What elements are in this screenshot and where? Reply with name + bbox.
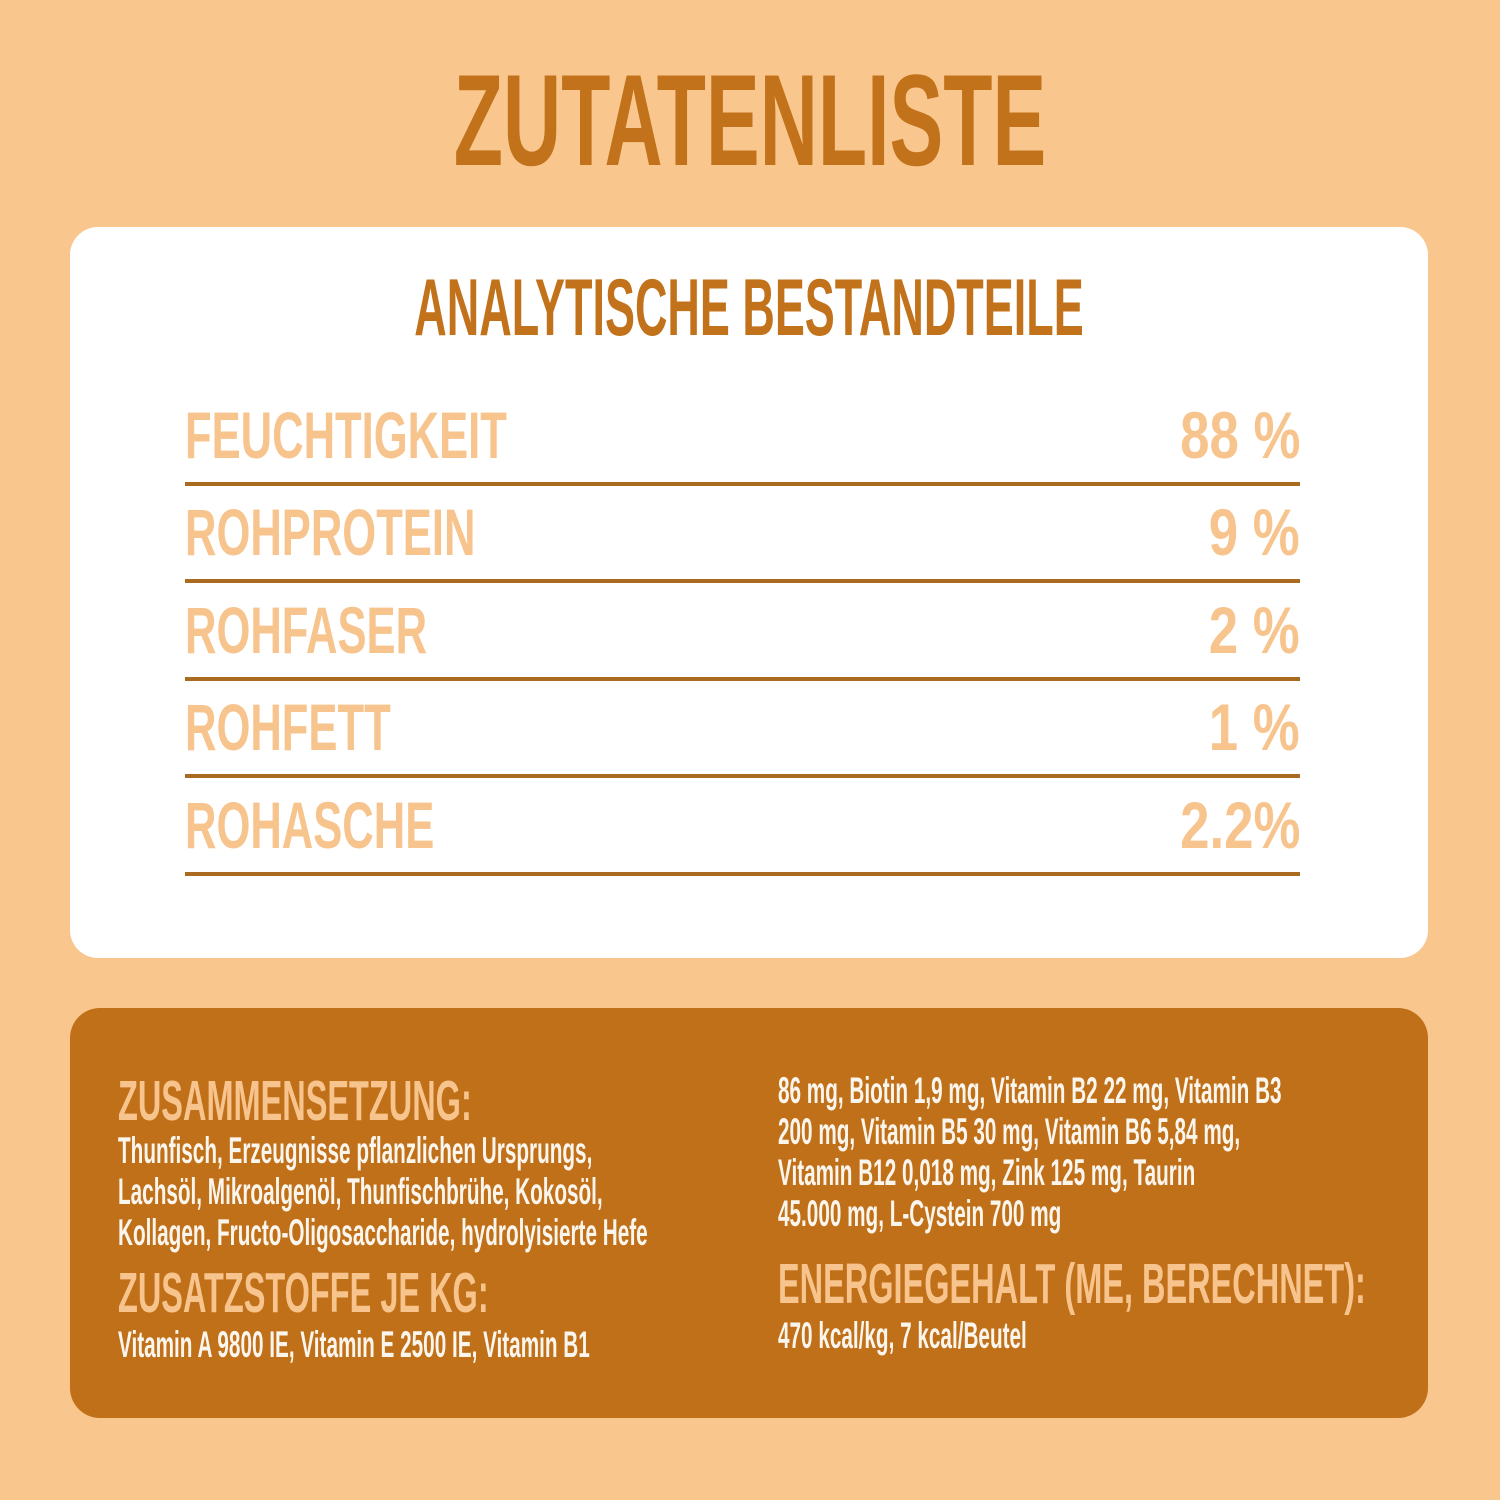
details-column-left: ZUSAMMENSETZUNG: Thunfisch, Erzeugnisse … [118, 1008, 743, 1366]
additives-heading: ZUSATZSTOFFE JE KG: [118, 1261, 489, 1325]
additives-text-left: Vitamin A 9800 IE, Vitamin E 2500 IE, Vi… [118, 1324, 590, 1365]
composition-details-card: ZUSAMMENSETZUNG: Thunfisch, Erzeugnisse … [70, 1008, 1428, 1418]
row-value: 2 % [1209, 592, 1300, 667]
row-label: ROHFASER [185, 592, 428, 667]
composition-text: Thunfisch, Erzeugnisse pflanzlichen Ursp… [118, 1130, 648, 1253]
row-value: 9 % [1209, 495, 1300, 570]
details-column-right: 86 mg, Biotin 1,9 mg, Vitamin B2 22 mg, … [778, 1008, 1393, 1356]
row-label: FEUCHTIGKEIT [185, 397, 507, 472]
table-row: FEUCHTIGKEIT 88 % [185, 388, 1300, 486]
analysis-table: FEUCHTIGKEIT 88 % ROHPROTEIN 9 % ROHFASE… [185, 388, 1300, 876]
row-label: ROHASCHE [185, 787, 435, 862]
row-label: ROHPROTEIN [185, 495, 476, 570]
table-row: ROHFASER 2 % [185, 583, 1300, 681]
row-value: 88 % [1179, 397, 1300, 472]
row-value: 2.2% [1179, 787, 1300, 862]
table-row: ROHASCHE 2.2% [185, 778, 1300, 876]
additives-text-continued: 86 mg, Biotin 1,9 mg, Vitamin B2 22 mg, … [778, 1070, 1282, 1234]
row-label: ROHFETT [185, 690, 391, 765]
row-value: 1 % [1209, 690, 1300, 765]
table-row: ROHFETT 1 % [185, 681, 1300, 778]
analytical-components-card: ANALYTISCHE BESTANDTEILE FEUCHTIGKEIT 88… [70, 227, 1428, 958]
composition-heading: ZUSAMMENSETZUNG: [118, 1069, 472, 1133]
analytical-components-heading: ANALYTISCHE BESTANDTEILE [414, 263, 1084, 353]
table-row: ROHPROTEIN 9 % [185, 486, 1300, 583]
page-title: ZUTATENLISTE [453, 47, 1047, 193]
energy-text: 470 kcal/kg, 7 kcal/Beutel [778, 1315, 1027, 1356]
energy-heading: ENERGIEGEHALT (ME, BERECHNET): [778, 1252, 1366, 1316]
